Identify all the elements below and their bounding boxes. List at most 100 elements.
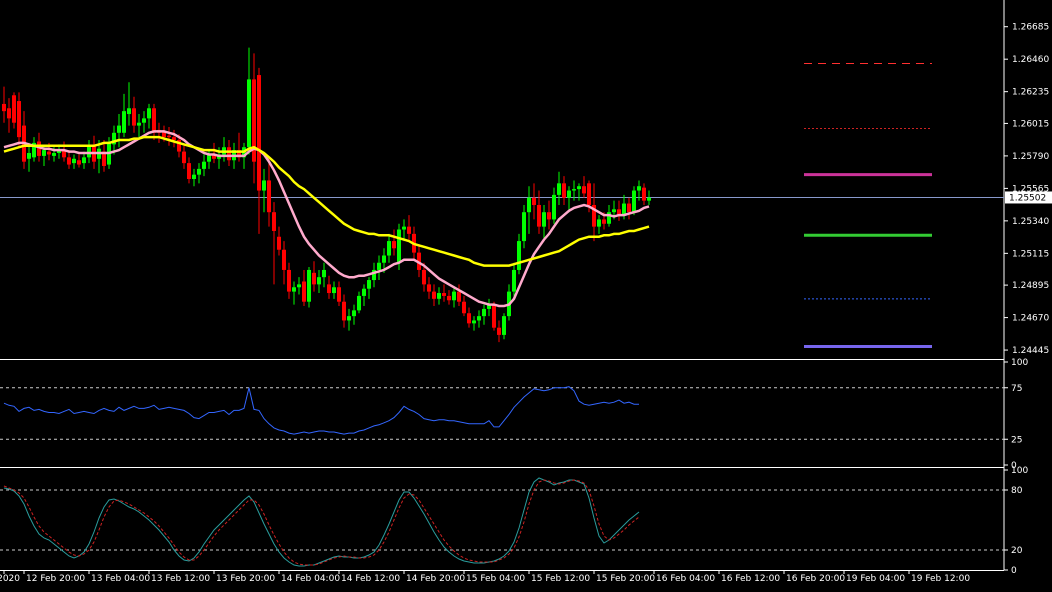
candle (237, 132, 241, 162)
candle-body (517, 241, 521, 270)
candle (277, 226, 281, 256)
candle (287, 262, 291, 299)
candle-body (397, 229, 401, 263)
time-tick-label: 16 Feb 12:00 (721, 574, 780, 584)
candle-body (582, 186, 586, 194)
candle (112, 125, 116, 155)
candle (357, 291, 361, 314)
candle-body (502, 316, 506, 335)
oscillator-2-tick-label: 20 (1011, 546, 1023, 556)
candle-body (647, 197, 651, 201)
price-tick-label: 1.24895 (1012, 281, 1049, 291)
candle (122, 93, 126, 138)
candle (437, 287, 441, 305)
candle-body (532, 197, 536, 205)
candle-body (42, 150, 46, 156)
time-tick-label: 14 Feb 04:00 (281, 574, 340, 584)
candle (332, 281, 336, 299)
candle-body (147, 108, 151, 119)
candle (342, 294, 346, 328)
candle-body (317, 277, 321, 285)
time-tick-label: 15 Feb 04:00 (466, 574, 525, 584)
oscillator-1-tick-label: 100 (1011, 358, 1028, 368)
candle-body (127, 108, 131, 115)
candle-body (462, 301, 466, 314)
candle (292, 281, 296, 305)
candle (532, 183, 536, 220)
candle (557, 171, 561, 205)
candle-body (192, 174, 196, 179)
candle (337, 281, 341, 307)
candle (467, 307, 471, 328)
price-tick-label: 1.26685 (1012, 23, 1049, 33)
candle (392, 229, 396, 256)
candle-body (122, 111, 126, 133)
candle (547, 200, 551, 230)
candle-body (162, 131, 166, 138)
candle-body (402, 226, 406, 230)
candle-body (572, 189, 576, 191)
time-tick-label: 13 Feb 12:00 (151, 574, 210, 584)
candle-body (597, 219, 601, 227)
candle-body (47, 151, 51, 155)
candle-body (342, 301, 346, 321)
candle-body (102, 151, 106, 167)
candle-body (212, 154, 216, 159)
candle-body (117, 125, 121, 133)
candle-body (177, 140, 181, 152)
current-price-label: 1.25502 (1009, 193, 1046, 203)
candle (462, 295, 466, 317)
price-tick-label: 1.25790 (1012, 152, 1049, 162)
candle (407, 215, 411, 242)
candle (27, 142, 31, 172)
candle-body (542, 212, 546, 227)
time-tick-label: 12 Feb 20:00 (26, 574, 85, 584)
candle (477, 310, 481, 328)
candle (512, 262, 516, 299)
candle (552, 187, 556, 224)
candle (82, 151, 86, 169)
candle-body (422, 269, 426, 285)
candle (252, 53, 256, 184)
candle-body (552, 194, 556, 220)
candle-body (512, 269, 516, 292)
candle-body (547, 212, 551, 220)
time-tick-label: 14 Feb 20:00 (406, 574, 465, 584)
candle-body (37, 141, 41, 156)
candle (72, 154, 76, 169)
candle-body (52, 153, 56, 156)
candle (17, 92, 21, 146)
candle-body (392, 241, 396, 249)
candle-body (387, 241, 391, 256)
candle (267, 157, 271, 227)
candle-body (602, 219, 606, 224)
oscillator-1-tick-label: 75 (1011, 384, 1022, 394)
candle-body (82, 157, 86, 164)
candle-body (407, 226, 411, 234)
time-tick-label: 19 Feb 04:00 (846, 574, 905, 584)
candle (632, 186, 636, 216)
candle (227, 140, 231, 167)
candle-body (142, 118, 146, 123)
candle-body (537, 204, 541, 227)
candle (67, 150, 71, 169)
candle (352, 304, 356, 325)
candle (562, 176, 566, 205)
candle (167, 127, 171, 146)
candle (22, 111, 26, 169)
candle (132, 96, 136, 133)
candle (537, 190, 541, 234)
candle-body (642, 187, 646, 201)
candle-body (367, 280, 371, 289)
candle-body (447, 295, 451, 301)
candle-body (187, 163, 191, 179)
candle-body (197, 168, 201, 175)
candle (247, 47, 251, 155)
candle-body (477, 316, 481, 321)
candle (127, 82, 131, 126)
price-tick-label: 1.24670 (1012, 314, 1049, 324)
current-price-badge (1005, 191, 1052, 204)
price-tick-label: 1.25115 (1012, 249, 1049, 259)
price-tick-label: 1.26460 (1012, 55, 1049, 65)
